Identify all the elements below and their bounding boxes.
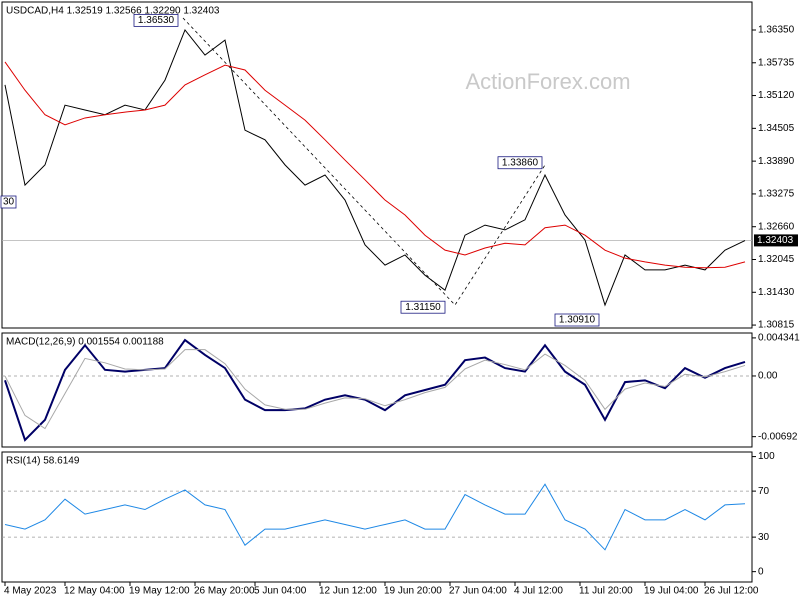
panel-frame [1, 1, 753, 329]
panel-frame [1, 451, 753, 583]
annotation-label: 1.30910 [559, 315, 596, 326]
y-tick-label: 1.32660 [758, 221, 795, 232]
x-tick-label: 12 May 04:00 [64, 586, 125, 597]
x-tick-label: 19 Jun 20:00 [384, 586, 442, 597]
last-price-box [754, 234, 798, 247]
y-tick-label: 1.36350 [758, 25, 795, 36]
x-tick-label: 4 Jul 12:00 [514, 586, 563, 597]
annotation-label: 1.33860 [502, 157, 539, 168]
annotation-box [133, 13, 179, 27]
panel-title: MACD(12,26,9) 0.001554 0.001188 [6, 337, 164, 348]
annotation-label: 1.36530 [138, 15, 175, 26]
series-line [4, 349, 746, 430]
panel-frame [1, 332, 753, 448]
y-tick-label: 1.34505 [758, 123, 795, 134]
x-tick-label: 12 Jun 12:00 [319, 586, 377, 597]
y-tick-label: 1.35735 [758, 57, 795, 68]
series-line [4, 29, 746, 307]
y-tick-label: 0.004341 [758, 333, 800, 344]
annotation-box [497, 156, 543, 170]
y-tick-label: 1.32045 [758, 254, 795, 265]
annotation-box [0, 195, 17, 209]
y-tick-label: 100 [758, 451, 775, 462]
x-tick-label: 19 Jul 04:00 [644, 586, 699, 597]
series-line [4, 338, 746, 442]
y-tick-label: -0.00692 [758, 431, 798, 442]
y-tick-label: 70 [758, 486, 770, 497]
annotation-label: 30 [3, 197, 15, 208]
annotation-label: 1.31150 [405, 302, 441, 313]
x-tick-label: 26 Jul 12:00 [704, 586, 759, 597]
watermark: ActionForex.com [465, 69, 630, 94]
last-price-label: 1.32403 [757, 235, 794, 246]
x-tick-label: 4 May 2023 [4, 586, 57, 597]
y-tick-label: 1.31430 [758, 287, 795, 298]
y-tick-label: 1.35120 [758, 90, 795, 101]
x-tick-label: 11 Jul 20:00 [579, 586, 633, 597]
series-line [4, 61, 746, 269]
zigzag [182, 17, 546, 306]
x-tick-label: 26 May 20:00 [194, 586, 255, 597]
panel-title: USDCAD,H4 1.32519 1.32566 1.32290 1.3240… [6, 6, 220, 17]
y-tick-label: 0 [758, 566, 764, 577]
x-tick-label: 5 Jun 04:00 [254, 586, 307, 597]
y-tick-label: 1.33890 [758, 156, 795, 167]
annotation-box [400, 300, 446, 314]
y-tick-label: 30 [758, 532, 770, 543]
panel-title: RSI(14) 58.6149 [6, 456, 80, 467]
series-line [4, 483, 746, 551]
x-tick-label: 27 Jun 04:00 [449, 586, 507, 597]
x-tick-label: 19 May 12:00 [129, 586, 190, 597]
y-tick-label: 1.33275 [758, 189, 795, 200]
y-tick-label: 0.00 [758, 371, 778, 382]
y-tick-label: 1.30815 [758, 320, 795, 331]
annotation-box [554, 313, 600, 327]
